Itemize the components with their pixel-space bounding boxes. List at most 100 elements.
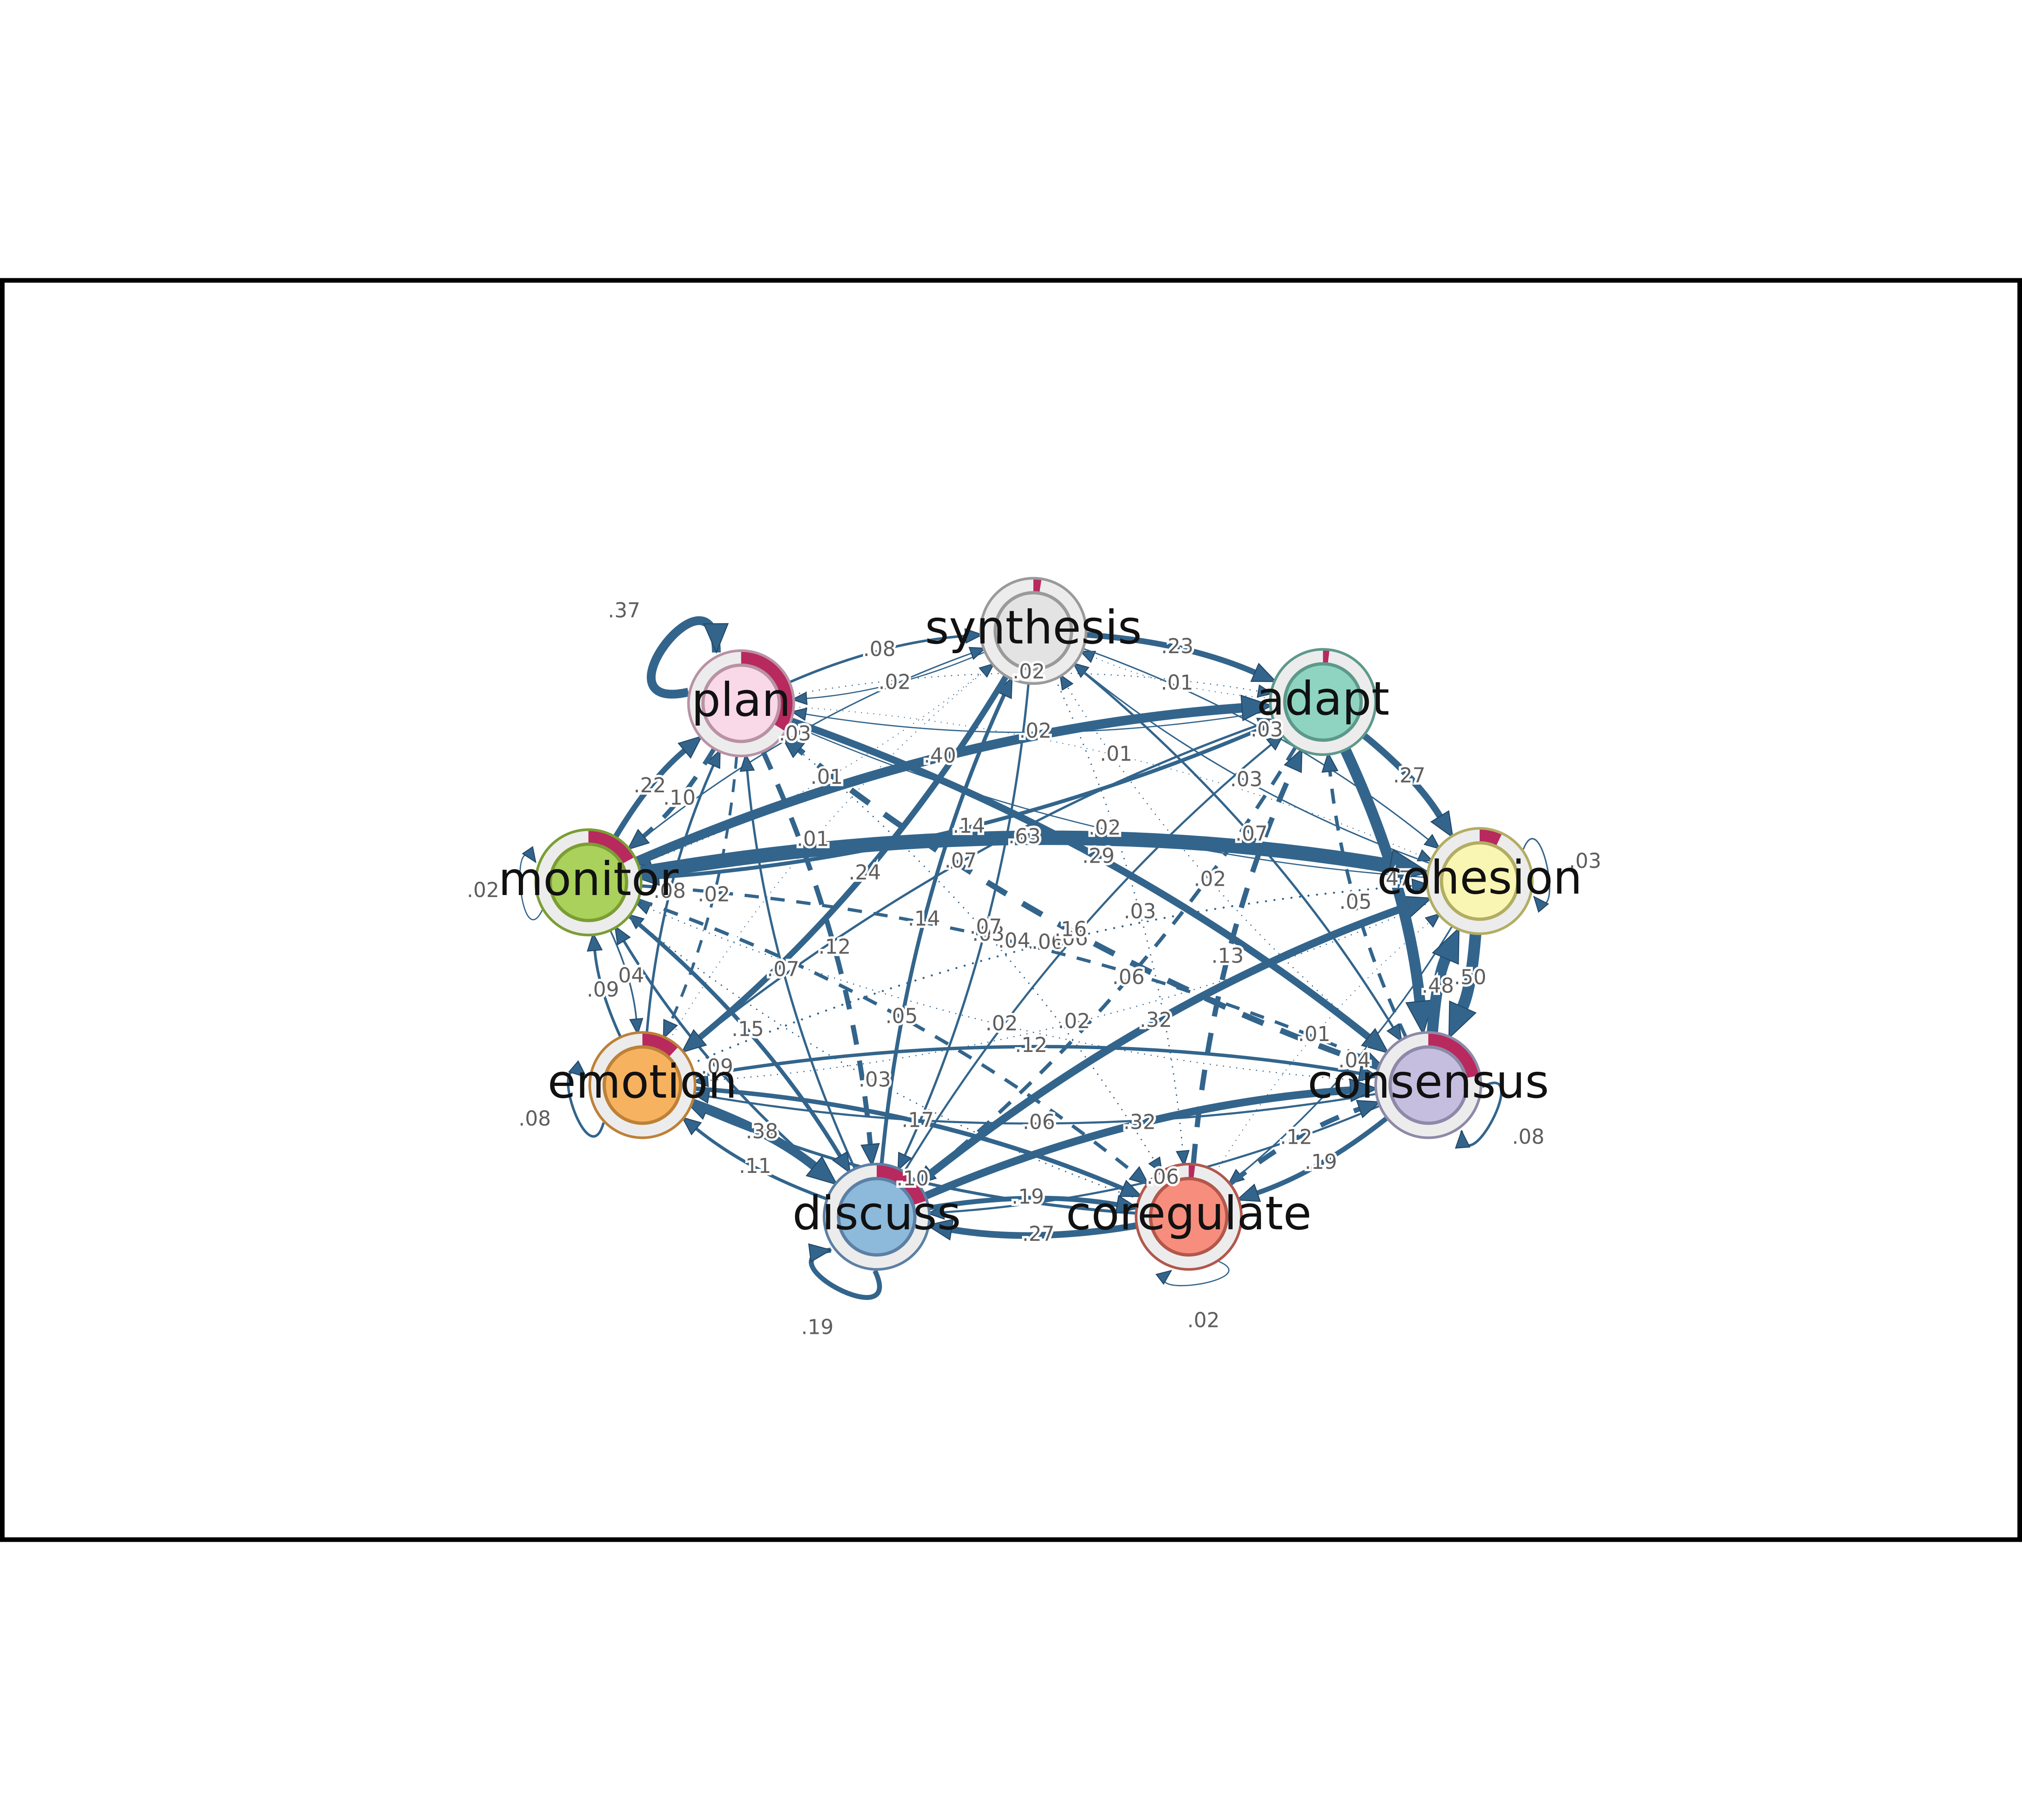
node-label-emotion: emotion (548, 1055, 737, 1109)
edge-coregulate-consensus (1228, 1107, 1361, 1186)
self-loop-arrowhead-discuss (808, 1243, 833, 1263)
edge-emotion-coregulate (695, 1086, 1124, 1191)
self-loop-arrowhead-plan (703, 623, 729, 654)
node-disc-adapt (1283, 662, 1363, 742)
edge-label-synthesis-coregulate: .03 (1124, 899, 1156, 923)
arrowhead-synthesis-cohesion (1423, 834, 1441, 850)
edge-emotion-discuss (690, 1098, 817, 1170)
node-coregulate (1134, 1163, 1243, 1271)
edge-cohesion-synthesis (1084, 672, 1430, 864)
self-loop-label-cohesion: .03 (1569, 849, 1601, 873)
arrowhead-synthesis-coregulate (1176, 1150, 1190, 1167)
node-outer-rim-emotion (588, 1031, 697, 1139)
arrowhead-discuss-emotion (681, 1116, 702, 1136)
edge-label-coregulate-emotion: .10 (897, 1166, 929, 1190)
arrowhead-plan-discuss (860, 1143, 880, 1167)
edge-label-plan-coregulate: .03 (972, 922, 1005, 946)
edge-discuss-emotion (695, 1127, 828, 1201)
arrowhead-coregulate-adapt (1284, 747, 1303, 773)
arrowhead-plan-consensus (1361, 1028, 1390, 1054)
edge-label-coregulate-adapt: .13 (1211, 944, 1244, 967)
node-outer-rim-cohesion (1426, 827, 1534, 935)
arrowhead-discuss-consensus (1349, 1078, 1379, 1103)
arrowhead-monitor-adapt (1240, 694, 1273, 722)
edge-label-consensus-discuss: .06 (1146, 1165, 1179, 1189)
edge-synthesis-consensus (1073, 663, 1394, 1028)
self-loop-arrowhead-consensus (1455, 1129, 1471, 1149)
edge-label-plan-consensus: .29 (1082, 844, 1115, 868)
node-synthesis (979, 577, 1087, 685)
edge-adapt-discuss (930, 746, 1297, 1174)
node-label-consensus: consensus (1307, 1055, 1549, 1109)
edge-label-monitor-consensus: .04 (998, 929, 1030, 952)
arrowhead-emotion-coregulate (1119, 1179, 1143, 1197)
arrowhead-consensus-adapt (1321, 751, 1339, 773)
edge-label-adapt-monitor: .14 (953, 814, 985, 838)
edge-label-synthesis-consensus: .07 (1235, 821, 1268, 845)
edge-emotion-adapt (682, 724, 1260, 1053)
arrowhead-monitor-emotion (629, 1018, 643, 1035)
node-disc-plan (701, 663, 781, 743)
edge-consensus-monitor (648, 907, 1377, 1082)
node-cohesion (1426, 827, 1534, 935)
edge-label-cohesion-emotion: .02 (1058, 1009, 1090, 1033)
edge-adapt-cohesion (1362, 732, 1443, 818)
node-disc-emotion (603, 1045, 683, 1125)
arrowhead-emotion-discuss (806, 1155, 838, 1185)
edge-label-synthesis-adapt: .23 (1161, 634, 1193, 658)
edge-label-plan-adapt: .02 (1013, 660, 1045, 684)
arrowhead-discuss-plan (739, 753, 755, 772)
edge-label-consensus-coregulate: .19 (1305, 1150, 1337, 1174)
edge-adapt-monitor (658, 721, 1275, 879)
node-disc-synthesis (993, 591, 1073, 671)
edge-label-cohesion-consensus: .50 (1454, 965, 1486, 989)
edge-coregulate-adapt (1191, 767, 1296, 1165)
arrowhead-synthesis-emotion (681, 1029, 707, 1054)
node-disc-coregulate (1148, 1177, 1229, 1257)
edge-plan-emotion (669, 756, 738, 1023)
edge-plan-cohesion (793, 706, 1420, 856)
edge-label-cohesion-plan: .02 (1089, 816, 1121, 840)
edge-monitor-synthesis (628, 652, 972, 850)
edge-monitor-cohesion (639, 830, 1392, 881)
self-loop-arrowhead-coregulate (1155, 1270, 1172, 1285)
edge-label-emotion-discuss: .38 (746, 1119, 778, 1143)
edge-label-emotion-plan: .08 (654, 879, 686, 903)
edge-label-coregulate-cohesion: .01 (1298, 1022, 1330, 1046)
arrowhead-monitor-cohesion (1387, 849, 1430, 883)
edge-emotion-cohesion (690, 885, 1414, 1065)
arrowhead-synthesis-adapt (1250, 662, 1277, 682)
node-outer-rim-consensus (1374, 1031, 1483, 1139)
node-emotion (588, 1031, 697, 1139)
arrowhead-discuss-adapt (1266, 734, 1285, 751)
edge-plan-consensus (789, 717, 1371, 1040)
edge-label-discuss-coregulate: .19 (1012, 1185, 1044, 1208)
arrowhead-emotion-synthesis (978, 662, 995, 678)
edge-consensus-plan (797, 747, 1380, 1071)
edge-label-discuss-adapt: .06 (1055, 926, 1088, 950)
node-label-monitor: monitor (498, 852, 679, 906)
edge-label-discuss-synthesis: .14 (908, 907, 940, 931)
edge-label-discuss-monitor: .09 (701, 1054, 733, 1078)
edge-consensus-cohesion (1427, 956, 1451, 1033)
edge-label-synthesis-cohesion: .03 (1250, 717, 1283, 741)
node-outer-rim-monitor (534, 828, 643, 937)
edge-label-emotion-consensus: .12 (1015, 1033, 1047, 1057)
edge-discuss-synthesis (880, 694, 1006, 1165)
edge-label-discuss-cohesion: .32 (1140, 1008, 1172, 1032)
edge-label-monitor-cohesion: .63 (1008, 824, 1041, 848)
self-loop-label-coregulate: .02 (1187, 1308, 1220, 1332)
edge-label-emotion-adapt: .07 (945, 849, 977, 872)
node-label-layer: plan synthesis adapt monitor cohesion emotion… (498, 601, 1582, 1240)
edge-label-plan-synthesis: .08 (863, 637, 895, 661)
edge-monitor-adapt (635, 703, 1243, 866)
edge-label-monitor-emotion: .04 (612, 963, 644, 987)
edge-label-adapt-plan: .02 (1019, 719, 1051, 743)
node-label-cohesion: cohesion (1377, 851, 1582, 905)
edge-consensus-emotion (708, 1093, 1377, 1125)
arrowhead-monitor-discuss (832, 1151, 851, 1174)
node-outer-rim-coregulate (1134, 1163, 1243, 1271)
arrowhead-plan-adapt (1256, 684, 1274, 698)
